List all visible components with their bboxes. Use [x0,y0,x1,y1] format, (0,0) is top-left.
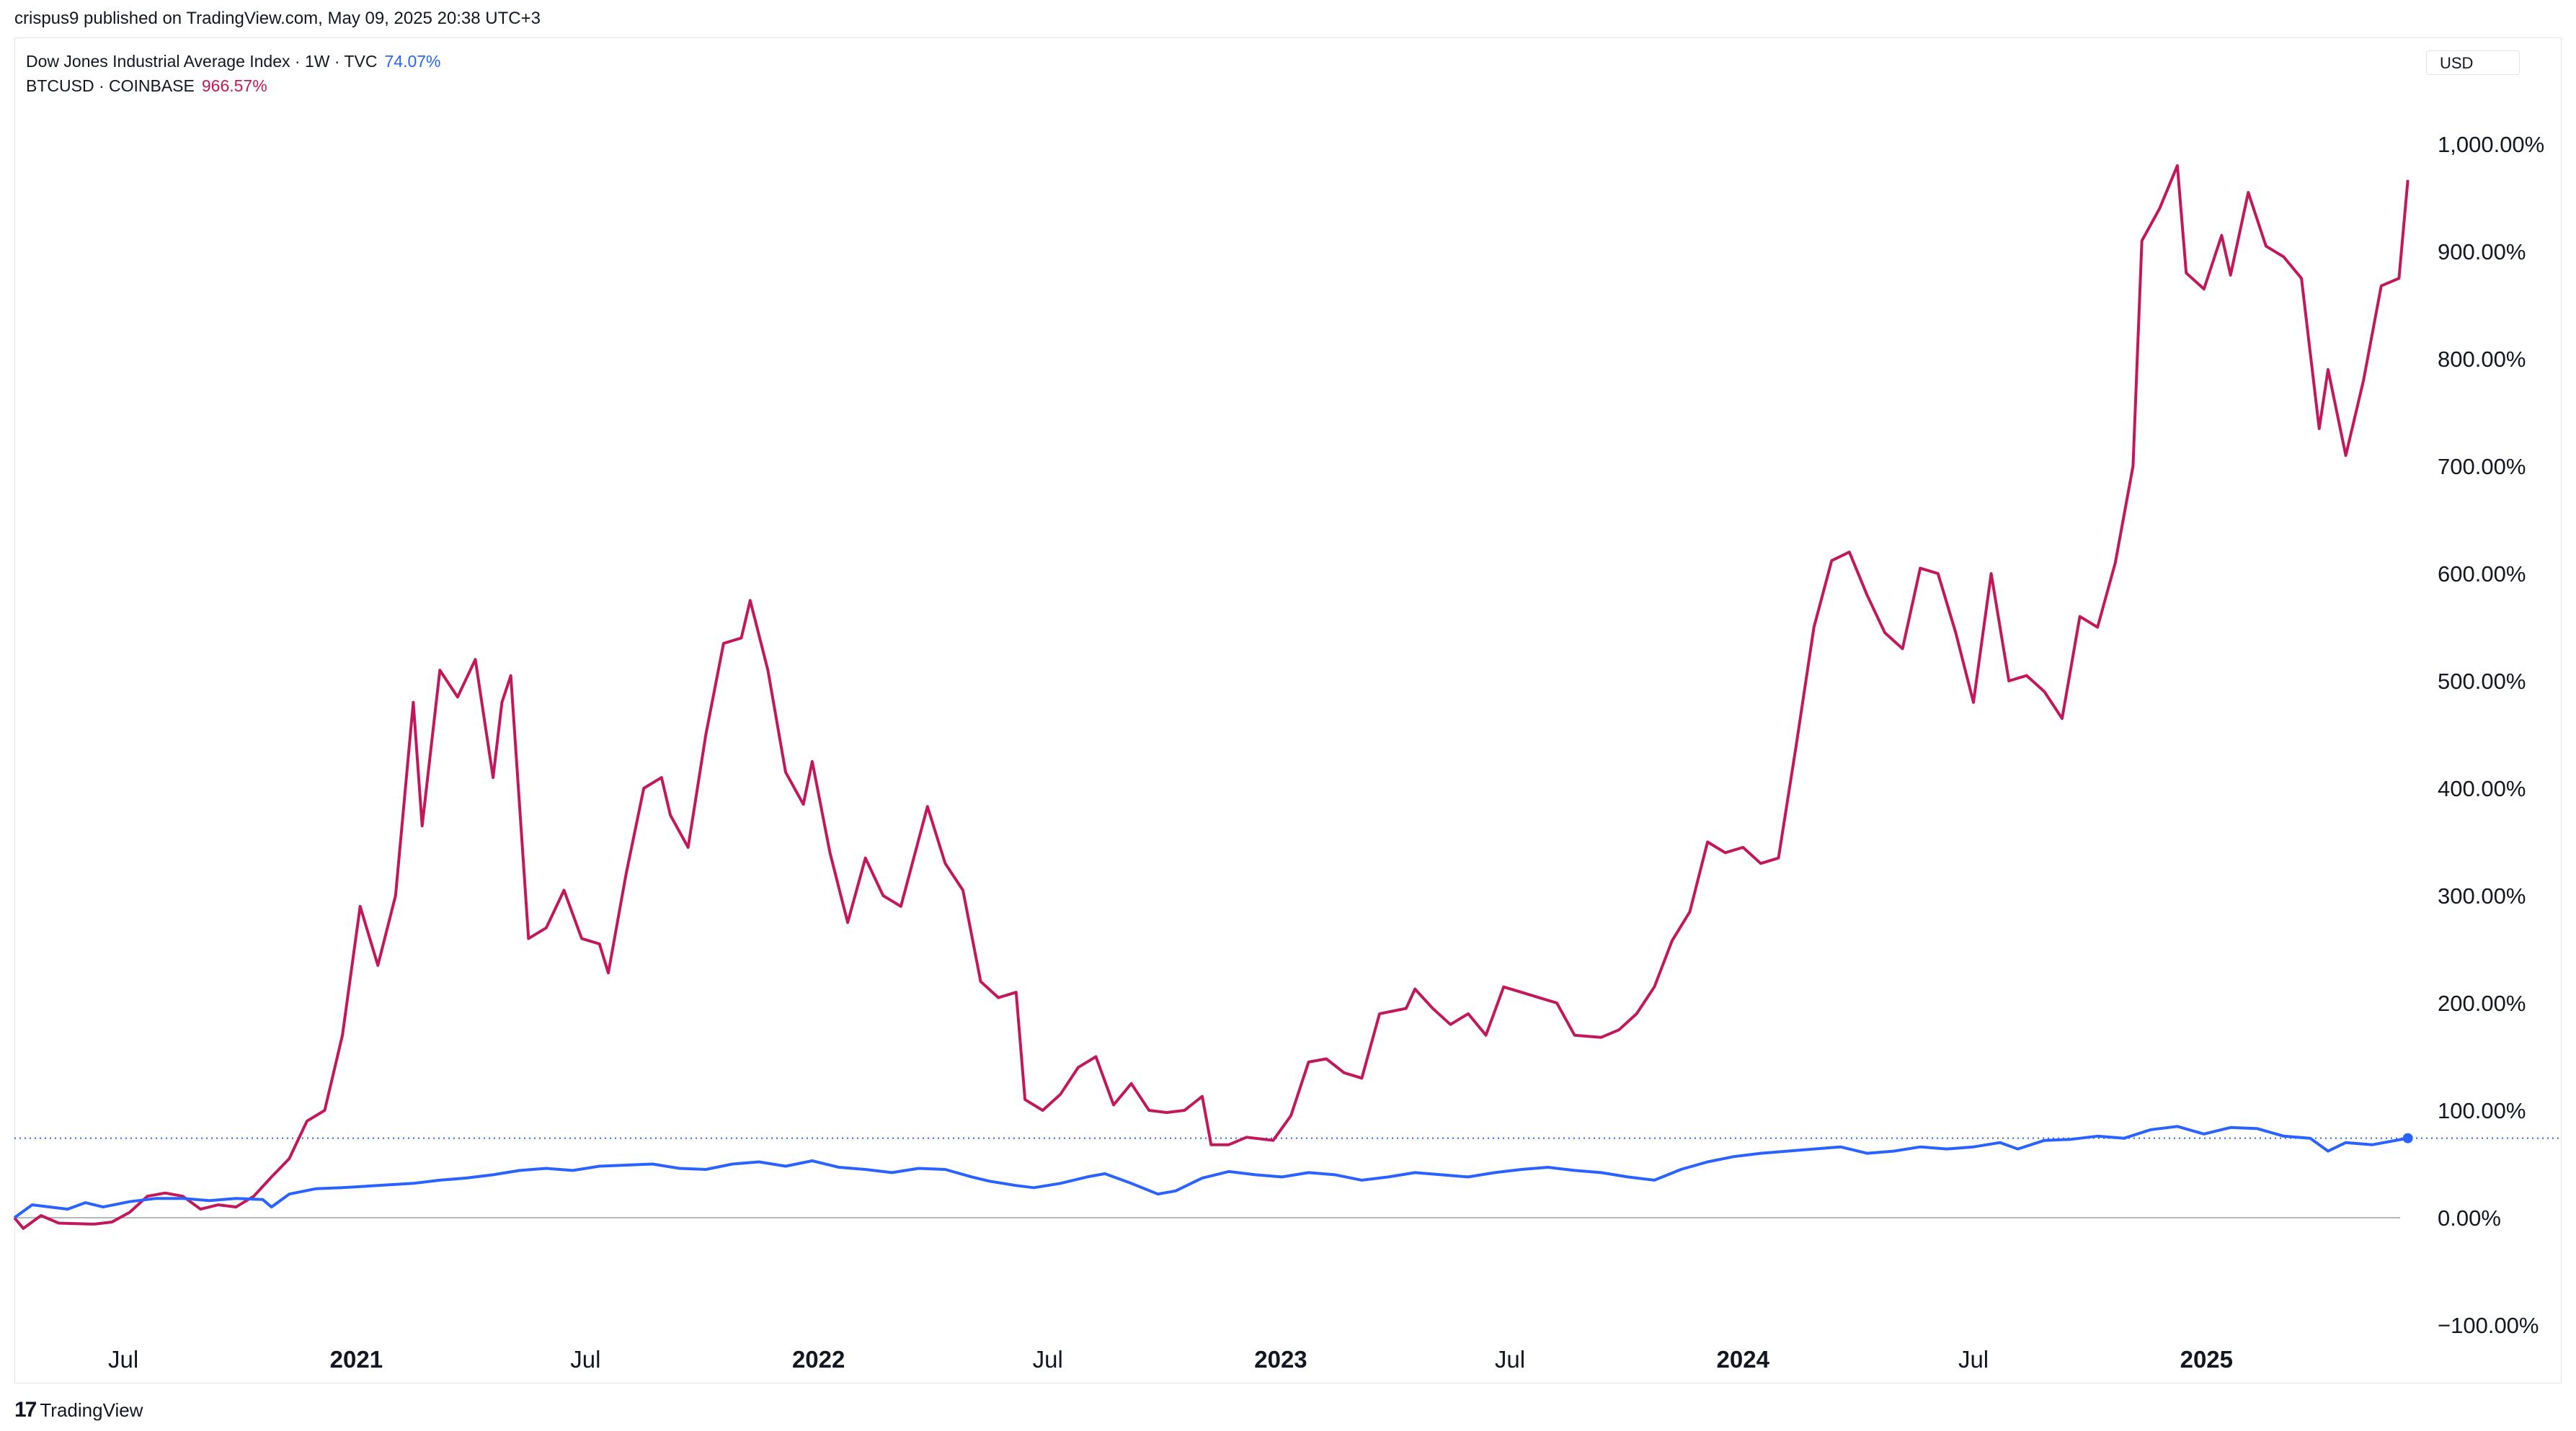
y-tick-label: 0.00% [2438,1205,2501,1231]
chart-frame [14,37,2562,1383]
x-tick-label: 2021 [330,1346,383,1373]
x-tick-label: Jul [1495,1346,1525,1373]
y-tick-label: 400.00% [2438,776,2526,801]
x-tick-label: Jul [1033,1346,1063,1373]
series-line-btc [13,164,2410,1230]
tradingview-brand[interactable]: 17 TradingView [14,1398,143,1422]
y-tick-label: 1,000.00% [2438,132,2544,157]
y-tick-label: 500.00% [2438,669,2526,694]
brand-label: TradingView [40,1399,143,1421]
series-line-dji [13,1125,2409,1219]
y-axis-ticks: 1,000.00% 900.00% 800.00% 700.00% 600.00% 500… [2438,132,2544,1338]
x-tick-label: Jul [570,1346,600,1373]
legend-value-btc: 966.57% [201,76,267,95]
y-tick-label: 200.00% [2438,991,2526,1016]
y-tick-label: 800.00% [2438,347,2526,372]
publisher-line: crispus9 published on TradingView.com, M… [14,9,541,28]
x-tick-label: 2022 [792,1346,845,1373]
x-tick-label: 2024 [1717,1346,1770,1373]
grid-layer [14,1137,2562,1218]
legend-entry-dji[interactable]: Dow Jones Industrial Average Index · 1W … [26,49,441,73]
tradingview-logo-icon: 17 [14,1398,37,1422]
legend-label-dji: Dow Jones Industrial Average Index · 1W … [26,52,378,71]
y-tick-label: 600.00% [2438,561,2526,587]
x-tick-label: Jul [1958,1346,1989,1373]
legend-label-btc: BTCUSD · COINBASE [26,76,195,95]
y-tick-label: 100.00% [2438,1098,2526,1123]
x-axis-ticks: Jul 2021 Jul 2022 Jul 2023 Jul 2024 Jul 2025 [108,1346,2233,1373]
legend-value-dji: 74.07% [384,52,441,71]
chart-legend: Dow Jones Industrial Average Index · 1W … [26,49,441,98]
y-tick-label: −100.00% [2438,1313,2539,1338]
currency-selector[interactable]: USD [2426,50,2520,75]
y-tick-label: 700.00% [2438,454,2526,479]
dji-last-point-marker [2402,1133,2413,1144]
series-layer [13,164,2413,1230]
legend-entry-btc[interactable]: BTCUSD · COINBASE 966.57% [26,73,441,98]
y-tick-label: 900.00% [2438,239,2526,264]
y-tick-label: 300.00% [2438,883,2526,909]
x-tick-label: 2025 [2180,1346,2233,1373]
x-tick-label: 2023 [1254,1346,1307,1373]
x-tick-label: Jul [108,1346,138,1373]
